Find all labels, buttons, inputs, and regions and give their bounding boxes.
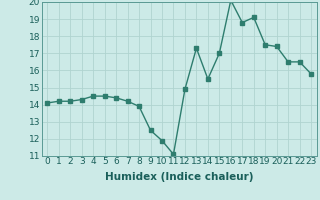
- X-axis label: Humidex (Indice chaleur): Humidex (Indice chaleur): [105, 172, 253, 182]
